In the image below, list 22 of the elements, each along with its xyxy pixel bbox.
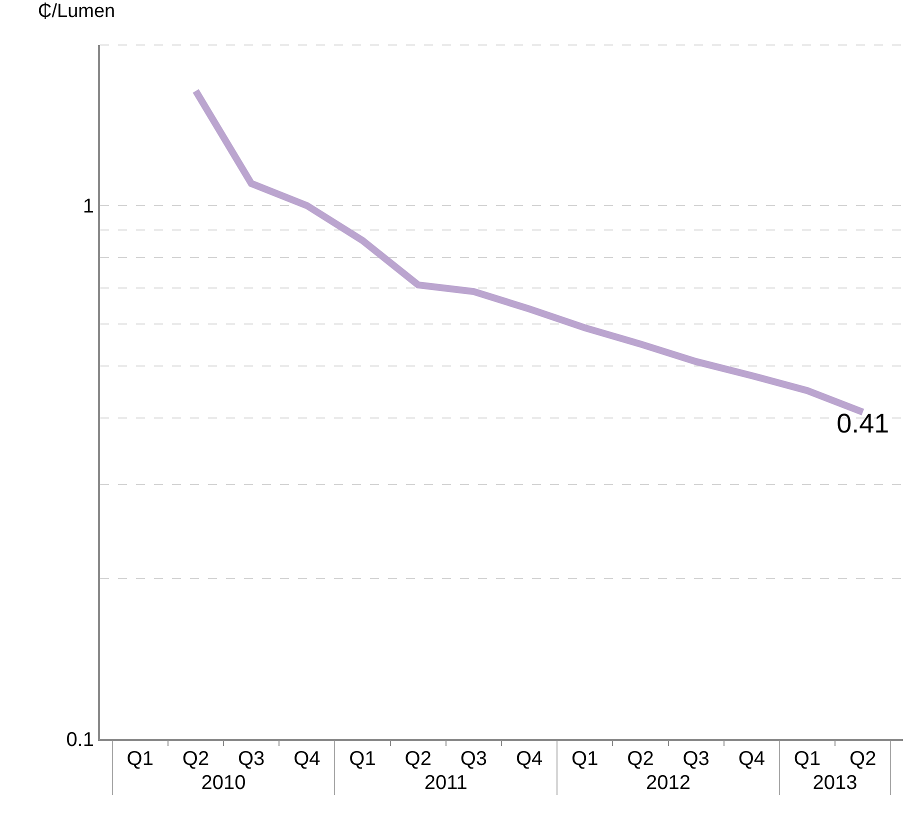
x-tick-label: Q3: [682, 748, 710, 770]
x-tick-label: Q4: [516, 748, 543, 770]
x-tick-label: Q2: [627, 748, 654, 770]
x-tick-label: Q4: [294, 748, 320, 770]
x-tick-label: Q2: [404, 748, 432, 770]
x-tick-label: Q1: [572, 748, 598, 770]
text: 2011: [424, 772, 468, 794]
x-tick-label: Q1: [126, 748, 154, 770]
y-tick-label: 1: [82, 196, 94, 218]
data-label: 0.41: [836, 408, 890, 438]
x-tick-label: Q1: [794, 748, 821, 770]
x-tick-label: Q2: [182, 748, 210, 770]
text: 2010: [201, 772, 246, 794]
x-tick-label: Q3: [238, 748, 265, 770]
x-tick-label: Q3: [460, 748, 488, 770]
x-tick-label: Q4: [738, 748, 766, 770]
y-axis-title: ₵/Lumen: [38, 1, 116, 22]
text: 2013: [812, 772, 858, 794]
x-tick-label: Q2: [850, 748, 876, 770]
y-tick-label: 0.1: [66, 729, 94, 751]
text: 2012: [646, 772, 691, 794]
x-tick-label: Q1: [349, 748, 376, 770]
